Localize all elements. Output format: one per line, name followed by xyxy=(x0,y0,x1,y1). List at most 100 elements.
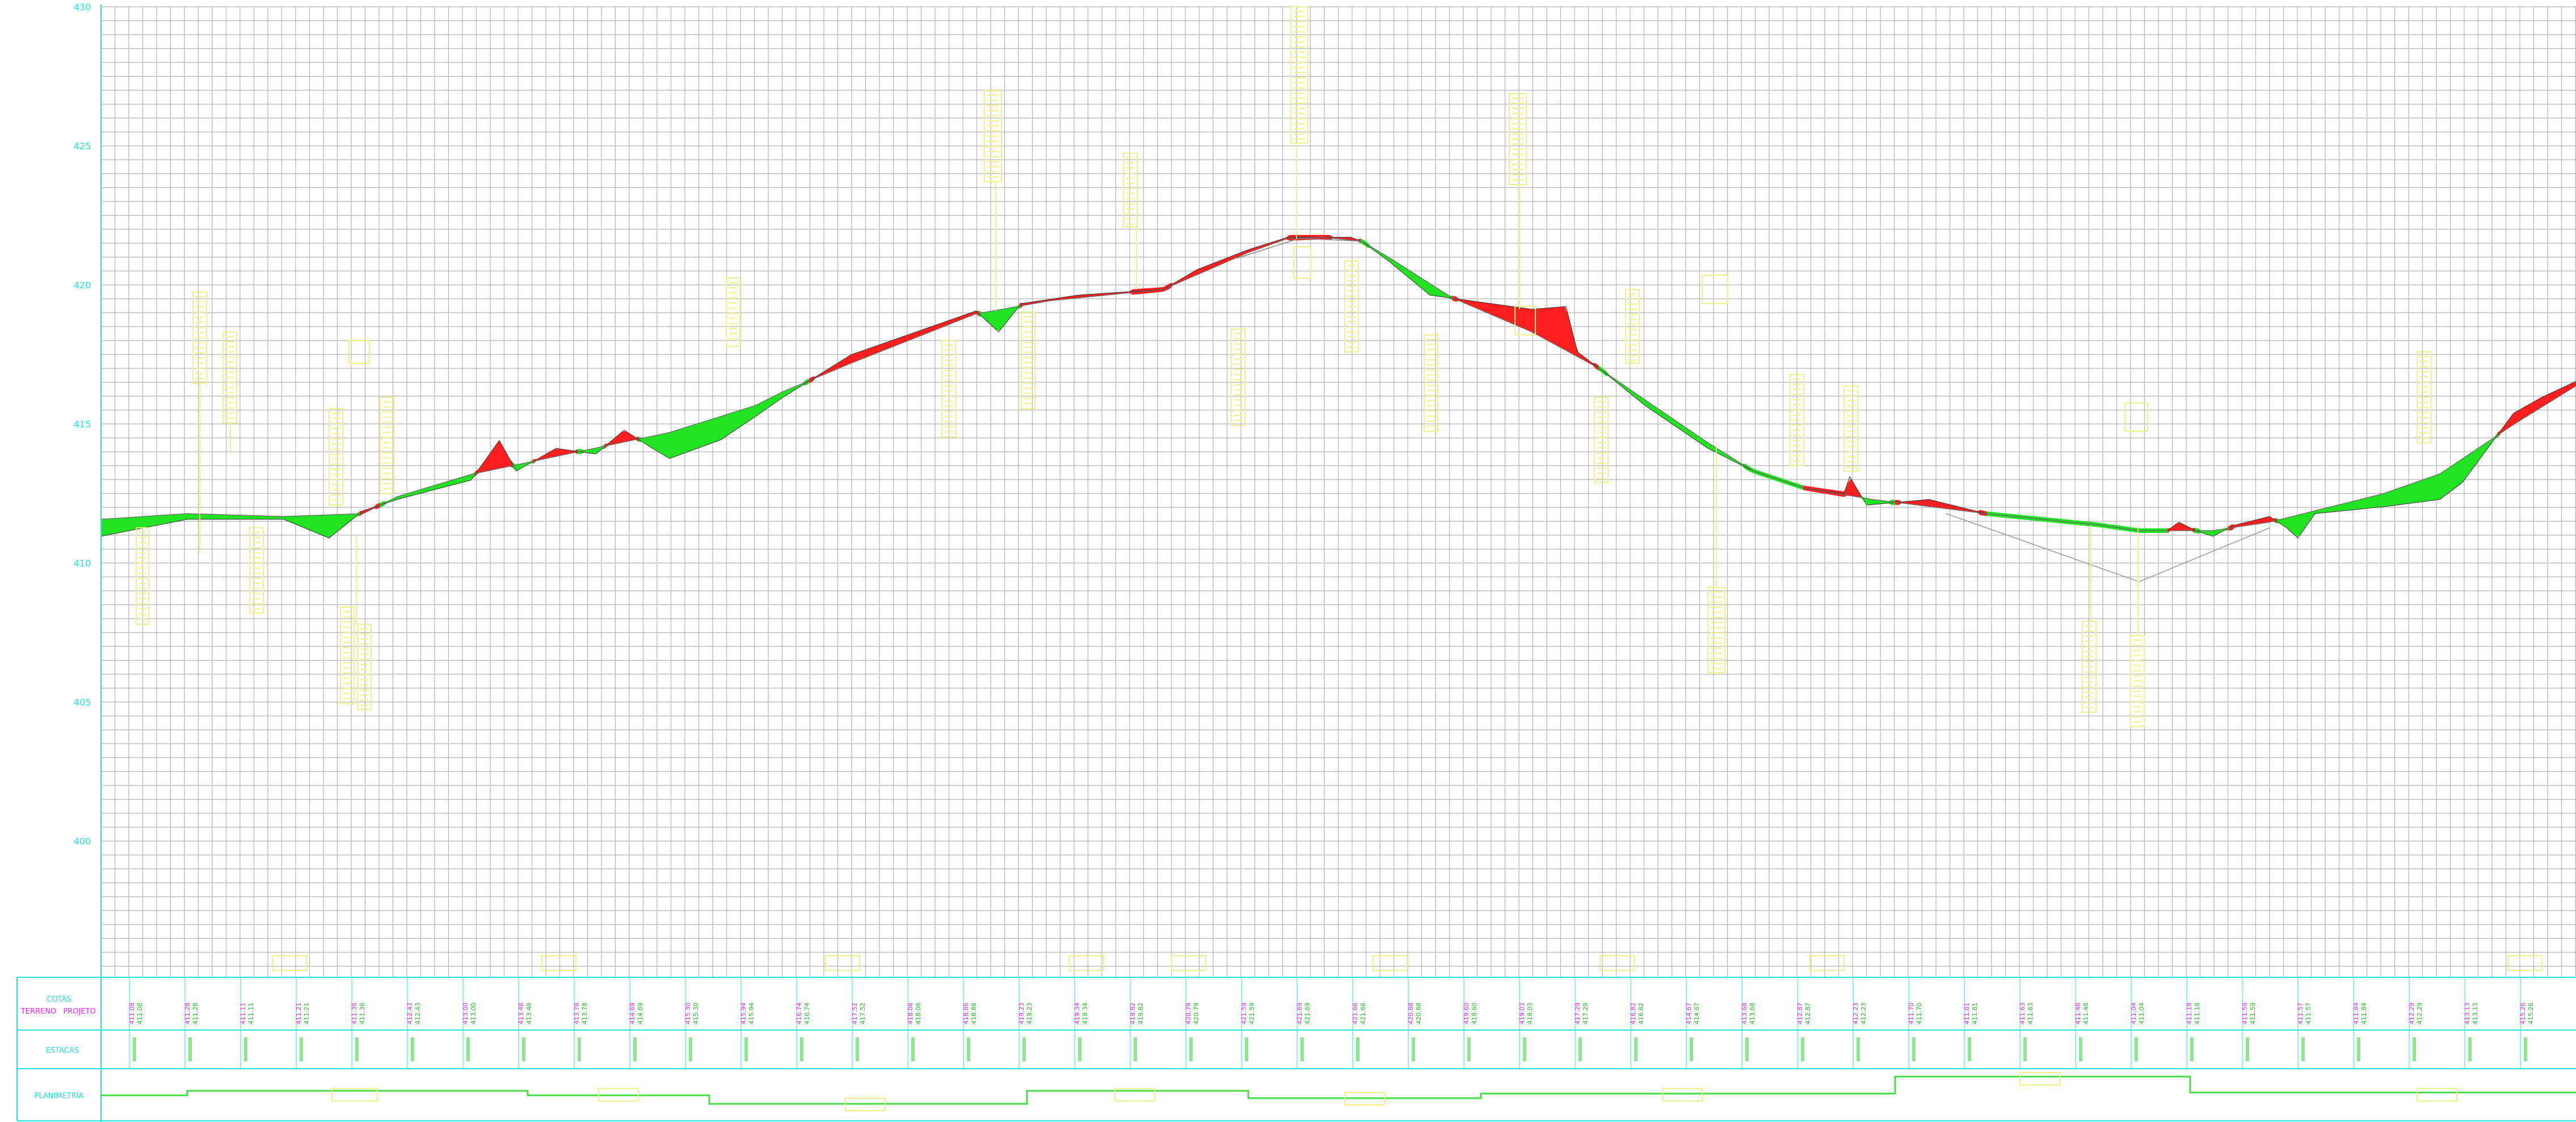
estaca-marker xyxy=(1801,1037,1804,1061)
cut-segment xyxy=(853,352,857,363)
annotation-callout xyxy=(2019,1072,2060,1086)
cut-segment xyxy=(1490,303,1493,316)
elevation-label-430: 430 xyxy=(74,2,91,12)
cut-segment xyxy=(1487,302,1490,314)
cut-segment xyxy=(1521,308,1524,329)
fill-segment xyxy=(993,310,996,330)
fill-segment xyxy=(2457,460,2460,487)
cut-segment xyxy=(1847,478,1851,496)
cut-segment xyxy=(1555,307,1558,346)
cota-projeto-value: 412.23 xyxy=(1860,1003,1867,1025)
fill-segment xyxy=(986,311,990,324)
fill-segment xyxy=(196,514,200,519)
fill-segment xyxy=(203,514,207,519)
fill-segment xyxy=(697,423,700,449)
fill-segment xyxy=(2409,483,2413,504)
fill-segment xyxy=(271,516,275,519)
fill-segment xyxy=(332,514,336,536)
cut-segment xyxy=(1497,304,1500,318)
fill-segment xyxy=(2276,518,2280,523)
cut-segment xyxy=(870,347,874,356)
cota-terreno-value: 420.88 xyxy=(1407,1003,1415,1025)
fill-segment xyxy=(118,518,121,533)
fill-segment xyxy=(2467,453,2470,477)
annotation-callout xyxy=(2417,1088,2457,1102)
fill-segment xyxy=(2402,486,2406,505)
annotation-callout xyxy=(249,527,264,613)
cota-terreno-value: 415.26 xyxy=(2519,1003,2527,1025)
estaca-marker xyxy=(911,1037,915,1061)
cota-terreno-value: 416.82 xyxy=(1630,1003,1637,1025)
cut-segment xyxy=(2545,394,2549,405)
cut-segment xyxy=(2559,388,2562,397)
fill-segment xyxy=(2396,488,2399,506)
cota-terreno-value: 421.59 xyxy=(1240,1003,1248,1025)
profile-grid xyxy=(100,6,2576,977)
fill-segment xyxy=(2362,498,2365,509)
cota-terreno-value: 411.28 xyxy=(184,1003,191,1025)
cota-projeto-value: 411.81 xyxy=(1971,1003,1979,1025)
elevation-label-410: 410 xyxy=(74,558,91,569)
fill-segment xyxy=(659,434,663,455)
cut-segment xyxy=(2259,518,2263,524)
fill-segment xyxy=(1381,253,1384,258)
cota-projeto-value: 411.28 xyxy=(192,1003,199,1025)
fill-segment xyxy=(472,471,475,479)
cut-segment xyxy=(2511,412,2515,426)
grid-lines xyxy=(100,6,2576,977)
fill-segment xyxy=(768,397,772,408)
fill-segment xyxy=(288,516,292,523)
fill-segment xyxy=(738,410,741,428)
cota-terreno-value: 411.59 xyxy=(2241,1003,2249,1025)
estaca-marker xyxy=(2023,1037,2027,1061)
fill-segment xyxy=(200,514,203,519)
fill-segment xyxy=(1732,457,1735,462)
cut-segment xyxy=(1197,268,1201,275)
fill-segment xyxy=(2310,511,2314,520)
fill-segment xyxy=(710,418,714,444)
fill-segment xyxy=(653,435,656,451)
fill-segment xyxy=(639,436,642,442)
fill-segment xyxy=(598,447,601,452)
cota-projeto-value: 413.13 xyxy=(2472,1003,2479,1025)
fill-segment xyxy=(1442,291,1446,297)
fill-segment xyxy=(656,434,659,453)
cut-segment xyxy=(1565,306,1568,352)
fill-segment xyxy=(2290,516,2293,534)
fill-segment xyxy=(2382,493,2385,507)
fill-segment xyxy=(237,515,241,519)
cut-segment xyxy=(874,345,877,355)
vertical-curve-guide xyxy=(1946,513,2270,582)
fill-segment xyxy=(428,486,431,491)
fill-segment xyxy=(983,312,986,321)
cut-segment xyxy=(911,332,915,340)
fill-segment xyxy=(799,383,802,388)
fill-segment xyxy=(149,516,152,527)
cota-terreno-value: 417.29 xyxy=(1574,1003,1581,1025)
cota-projeto-value: 413.00 xyxy=(470,1003,477,1025)
fill-segment xyxy=(172,514,176,523)
cut-segment xyxy=(1081,295,1085,298)
planimetria-label: PLANIMETRIA xyxy=(35,1092,84,1100)
fill-segment xyxy=(186,514,190,520)
elevation-label-415: 415 xyxy=(74,419,91,430)
estaca-marker xyxy=(2413,1037,2416,1061)
fill-segment xyxy=(1003,308,1007,326)
cota-terreno-value: 413.78 xyxy=(573,1003,580,1025)
cut-segment xyxy=(2181,523,2184,531)
cut-segment xyxy=(2515,410,2518,424)
fill-segment xyxy=(2389,490,2392,506)
cut-segment xyxy=(1470,300,1473,307)
annotation-callout xyxy=(1702,275,1728,304)
cut-segment xyxy=(921,329,925,335)
cut-segment xyxy=(915,331,918,338)
cota-projeto-value: 414.69 xyxy=(637,1003,644,1025)
fill-segment xyxy=(441,482,445,488)
fill-segment xyxy=(721,415,724,440)
cut-segment xyxy=(544,453,547,459)
fill-segment xyxy=(281,516,285,520)
estaca-marker xyxy=(1523,1037,1526,1061)
cut-segment xyxy=(1480,302,1483,312)
fill-segment xyxy=(418,489,421,494)
cut-segment xyxy=(1541,308,1544,339)
